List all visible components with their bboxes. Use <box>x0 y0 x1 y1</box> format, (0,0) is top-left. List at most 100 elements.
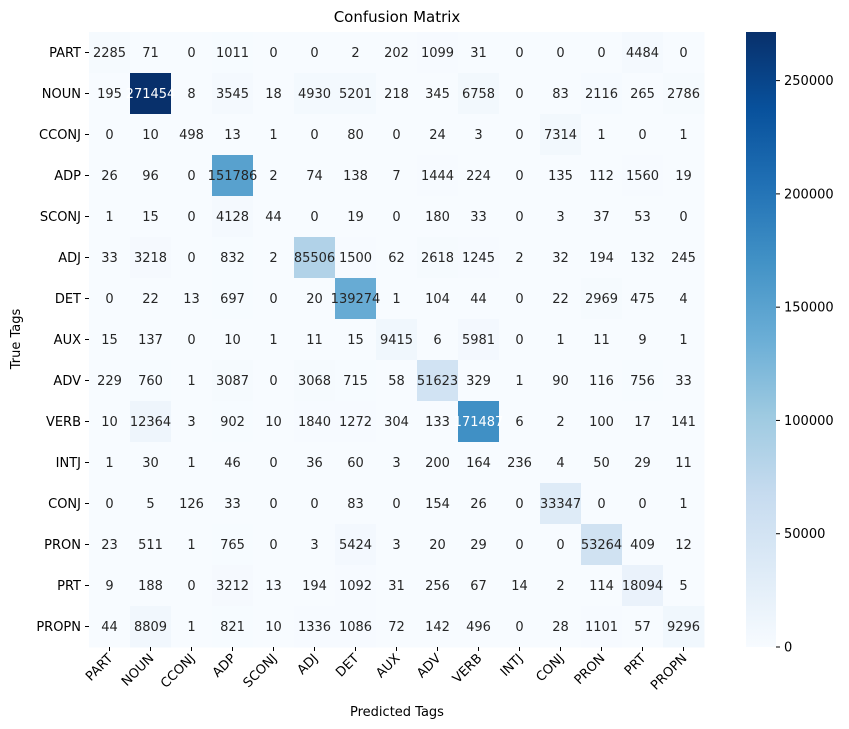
cell-value: 6758 <box>462 87 495 102</box>
heatmap-cell <box>212 278 254 320</box>
cell-value: 26 <box>470 497 487 512</box>
heatmap-cell <box>458 114 500 156</box>
heatmap-cell <box>130 155 172 197</box>
cell-value: 0 <box>679 210 687 225</box>
cell-value: 0 <box>679 46 687 61</box>
cell-value: 4 <box>556 456 564 471</box>
cell-value: 9 <box>638 333 646 348</box>
y-tick-label: ADJ <box>58 251 81 266</box>
heatmap-cell <box>458 483 500 525</box>
cell-value: 33 <box>470 210 487 225</box>
cell-value: 3087 <box>216 374 249 389</box>
heatmap-cell <box>376 483 418 525</box>
heatmap-cell <box>130 32 172 74</box>
cell-value: 2618 <box>421 251 454 266</box>
cell-value: 0 <box>392 210 400 225</box>
heatmap-cell <box>622 565 664 607</box>
heatmap-cell <box>253 32 295 74</box>
cell-value: 164 <box>466 456 491 471</box>
heatmap-cell <box>335 442 377 484</box>
heatmap-cell <box>622 73 664 115</box>
heatmap-cell <box>540 606 582 648</box>
cell-value: 329 <box>466 374 491 389</box>
heatmap-cell <box>581 565 623 607</box>
cell-value: 765 <box>220 538 245 553</box>
cell-value: 3 <box>392 456 400 471</box>
heatmap-cell <box>376 565 418 607</box>
heatmap-cell <box>663 114 705 156</box>
cell-value: 51623 <box>417 374 458 389</box>
heatmap-cell <box>622 442 664 484</box>
heatmap-cell <box>212 114 254 156</box>
cell-value: 4 <box>679 292 687 307</box>
heatmap-cell <box>294 401 336 443</box>
cell-value: 22 <box>552 292 569 307</box>
heatmap-cell <box>335 155 377 197</box>
cell-value: 23 <box>101 538 118 553</box>
cell-value: 0 <box>269 538 277 553</box>
heatmap-cell <box>294 565 336 607</box>
cell-value: 3 <box>556 210 564 225</box>
heatmap-cell <box>581 73 623 115</box>
colorbar-gradient <box>746 32 776 647</box>
heatmap-cell <box>540 319 582 361</box>
heatmap-cell <box>458 606 500 648</box>
x-axis-label: Predicted Tags <box>350 705 444 720</box>
cell-value: 126 <box>179 497 204 512</box>
heatmap-cell <box>458 32 500 74</box>
cell-value: 756 <box>630 374 655 389</box>
cell-value: 9296 <box>667 620 700 635</box>
cell-value: 44 <box>470 292 487 307</box>
cell-value: 256 <box>425 579 450 594</box>
cell-value: 229 <box>97 374 122 389</box>
x-tick-label: PRON <box>572 651 609 688</box>
cell-value: 141 <box>671 415 696 430</box>
cell-value: 1 <box>269 333 277 348</box>
cell-value: 2116 <box>585 87 618 102</box>
cell-value: 114 <box>589 579 614 594</box>
cell-value: 304 <box>384 415 409 430</box>
cell-value: 142 <box>425 620 450 635</box>
cell-value: 0 <box>105 497 113 512</box>
cell-value: 0 <box>187 169 195 184</box>
cell-value: 7 <box>392 169 400 184</box>
heatmap-cell <box>540 565 582 607</box>
heatmap-cell <box>417 483 459 525</box>
cell-value: 11 <box>675 456 692 471</box>
cell-value: 36 <box>306 456 323 471</box>
cell-value: 1086 <box>339 620 372 635</box>
heatmap-cell <box>253 442 295 484</box>
cell-value: 32 <box>552 251 569 266</box>
heatmap-cell <box>171 360 213 402</box>
heatmap-cell <box>581 319 623 361</box>
colorbar-tick-label: 100000 <box>784 414 834 429</box>
cell-value: 2285 <box>93 46 126 61</box>
cell-value: 1444 <box>421 169 454 184</box>
heatmap-cell <box>294 483 336 525</box>
heatmap-cell <box>622 278 664 320</box>
cell-value: 1500 <box>339 251 372 266</box>
colorbar-tick-label: 150000 <box>784 301 834 316</box>
cell-value: 29 <box>470 538 487 553</box>
cell-value: 902 <box>220 415 245 430</box>
heatmap-cell <box>663 32 705 74</box>
heatmap-cell <box>499 73 541 115</box>
heatmap-cell <box>130 319 172 361</box>
heatmap-cell <box>376 155 418 197</box>
x-tick-label: AUX <box>373 651 403 681</box>
cell-value: 53264 <box>581 538 622 553</box>
cell-value: 3212 <box>216 579 249 594</box>
cell-value: 44 <box>265 210 282 225</box>
heatmap-cell <box>376 524 418 566</box>
cell-value: 19 <box>675 169 692 184</box>
cell-value: 0 <box>638 128 646 143</box>
heatmap-cell <box>417 565 459 607</box>
cell-value: 1245 <box>462 251 495 266</box>
x-tick-label: ADJ <box>295 651 322 678</box>
heatmap-cell <box>89 114 131 156</box>
heatmap-cell <box>458 524 500 566</box>
heatmap-cell <box>458 73 500 115</box>
heatmap-cell <box>335 483 377 525</box>
cell-value: 0 <box>187 46 195 61</box>
